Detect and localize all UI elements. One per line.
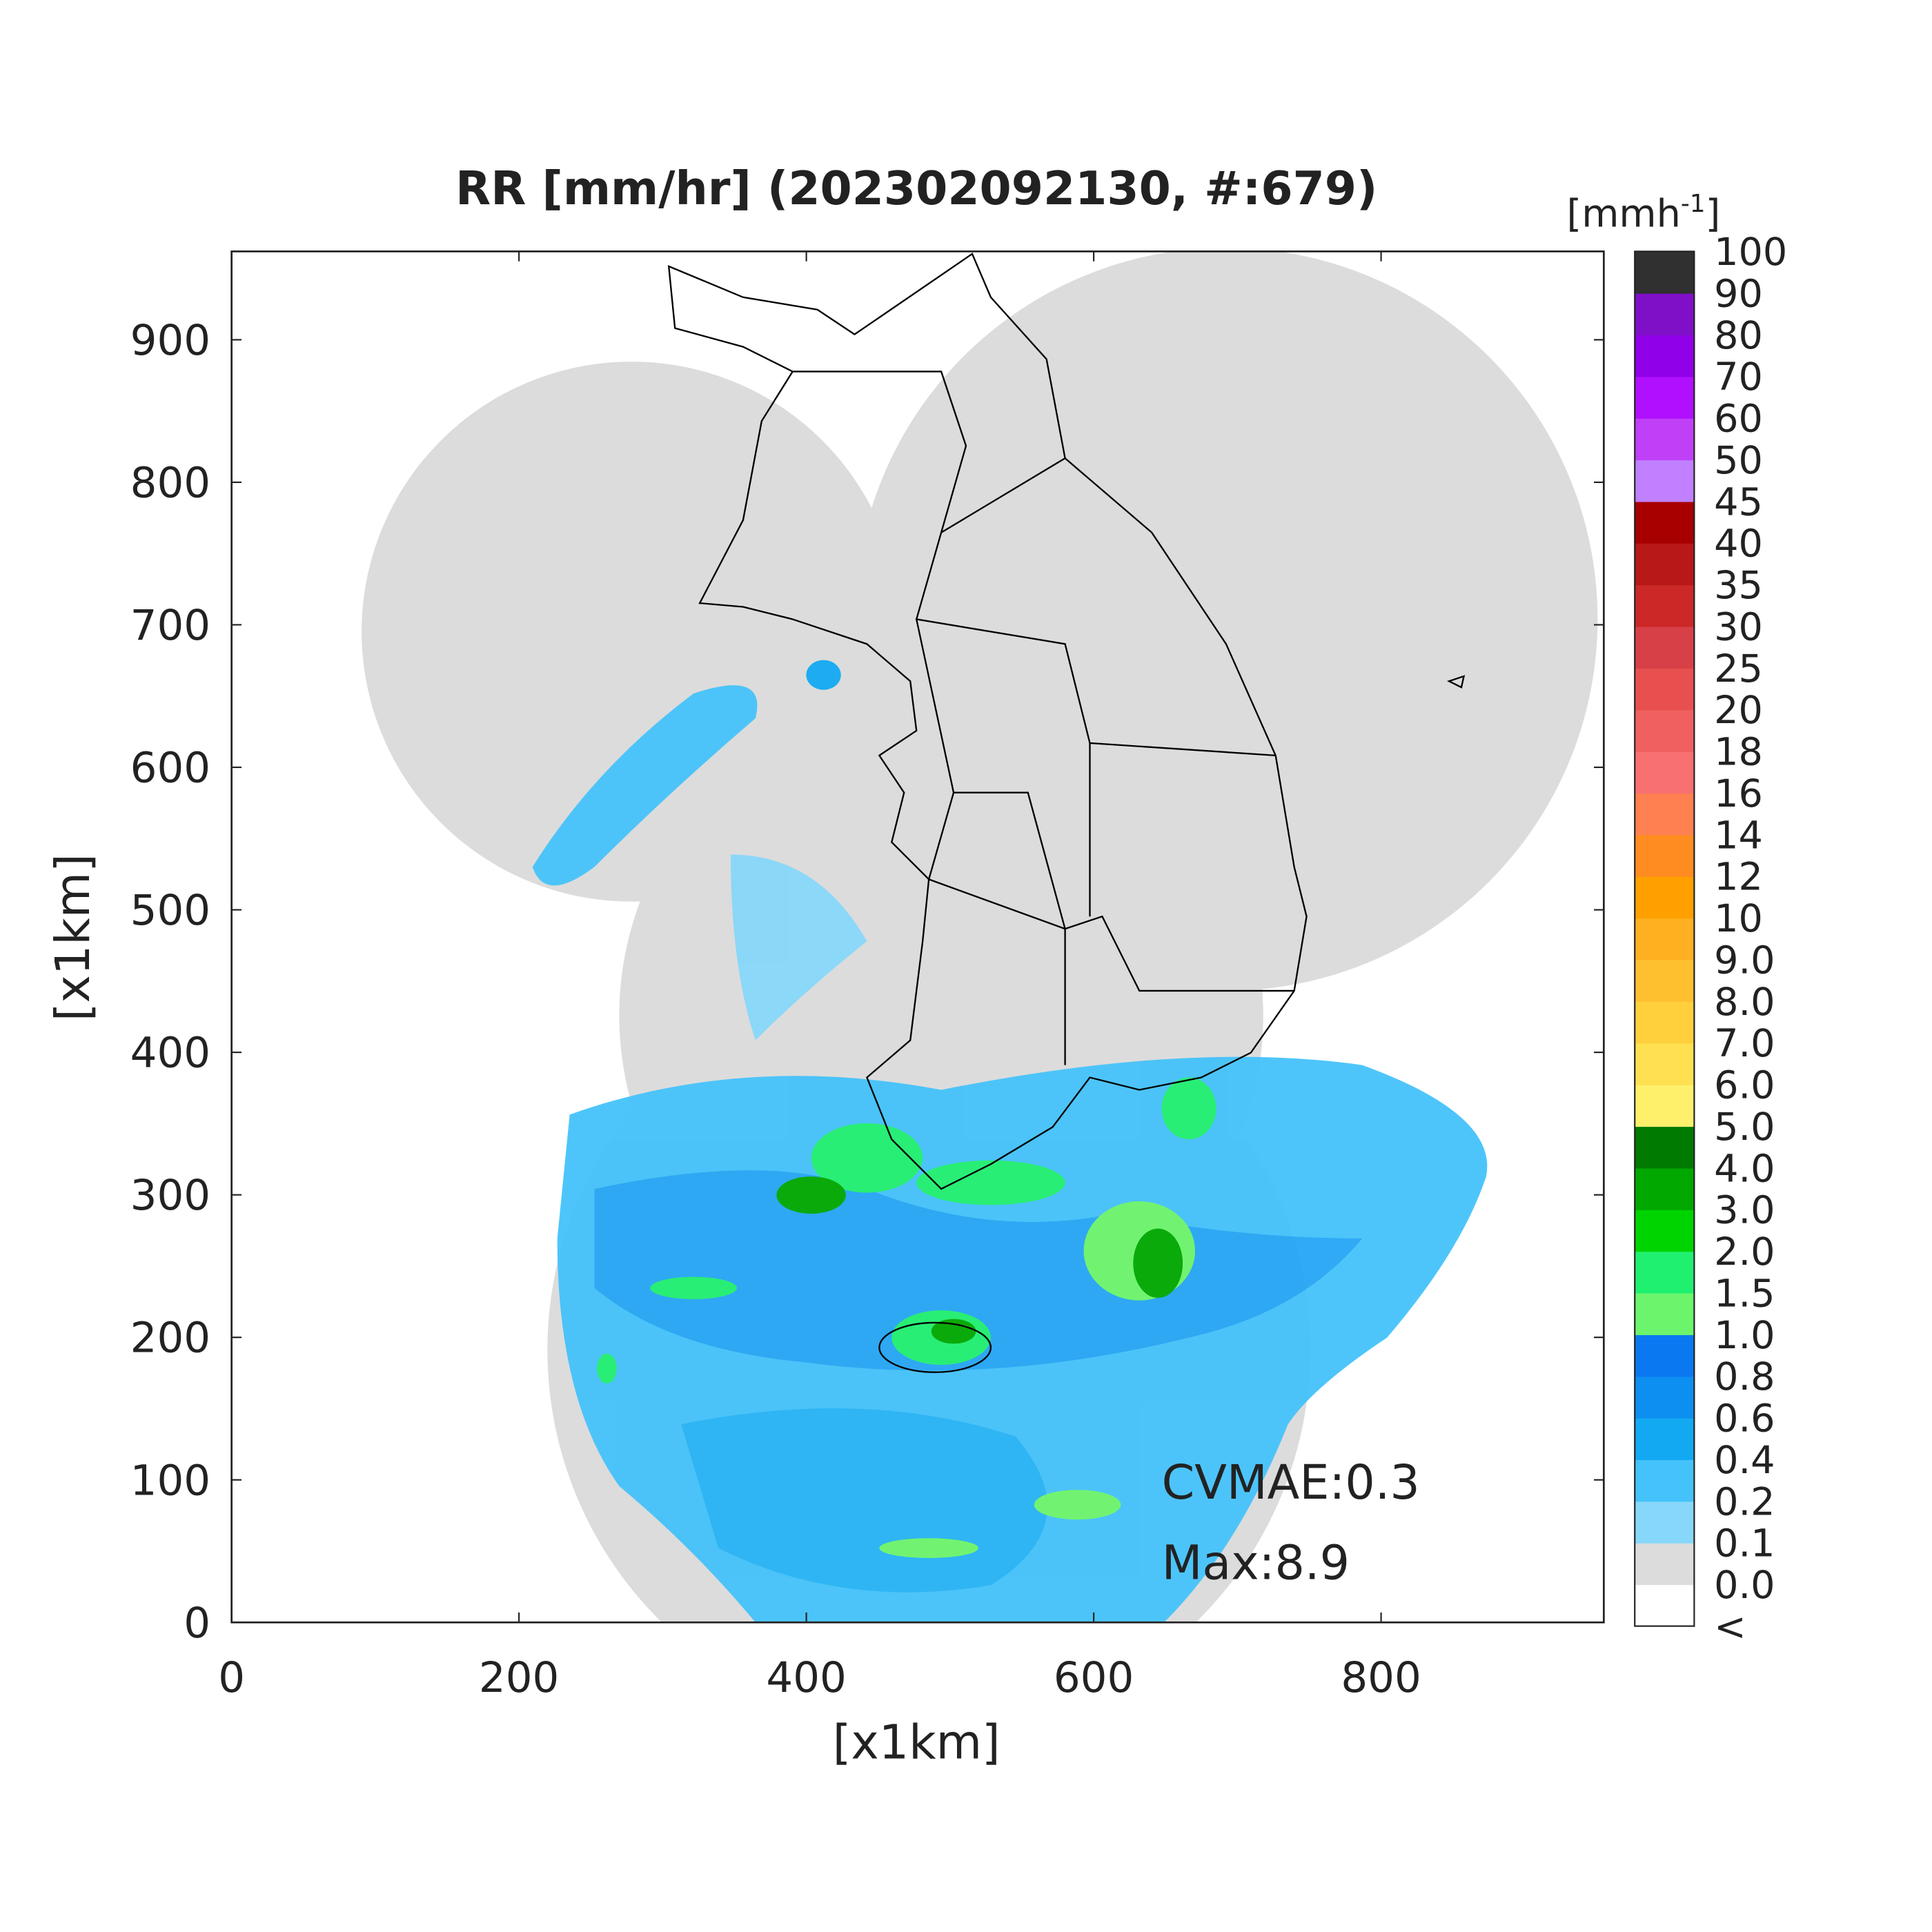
colorbar-segment [1635,1417,1695,1461]
colorbar-tick-label: 40 [1714,522,1763,566]
colorbar-segment [1635,1459,1695,1502]
annotation: Max:8.9 [1162,1536,1350,1590]
colorbar-segment [1635,1584,1695,1627]
colorbar-tick-label: 14 [1714,813,1763,858]
y-tick-label: 0 [184,1599,210,1648]
colorbar-tick-label: 45 [1714,480,1763,524]
colorbar-segment [1635,668,1695,711]
map-layer [362,251,1598,1623]
colorbar-tick-label: 35 [1714,563,1763,608]
colorbar-tick-label: 18 [1714,730,1763,775]
coastline [667,253,1466,1373]
colorbar-segment [1635,1292,1695,1335]
x-tick-label: 800 [1341,1653,1421,1702]
colorbar-segment [1635,584,1695,627]
colorbar-tick-label: 7.0 [1714,1021,1775,1066]
chart-title: RR [mm/hr] (202302092130, #:679) [455,161,1377,215]
colorbar-tick-label: 9.0 [1714,938,1775,983]
y-tick-label: 600 [130,744,210,793]
colorbar-tick-label: 12 [1714,855,1763,900]
colorbar-tick-label: 1.0 [1714,1313,1775,1358]
colorbar-segment [1635,1251,1695,1294]
colorbar-segment [1635,1001,1695,1044]
colorbar-tick-label: 0.6 [1714,1397,1775,1441]
colorbar-segment [1635,376,1695,419]
colorbar-tick-label: 8.0 [1714,980,1775,1025]
annotation: CVMAE:0.3 [1162,1456,1420,1510]
x-tick-label: 400 [766,1653,846,1702]
colorbar-segment [1635,751,1695,794]
colorbar-segment [1635,834,1695,877]
colorbar-segment [1635,542,1695,586]
colorbar-segment [1635,1376,1695,1419]
colorbar-tick-label: 4.0 [1714,1146,1775,1191]
colorbar-tick-label: 90 [1714,271,1763,316]
colorbar-tick-label: 50 [1714,438,1763,483]
precipitation [532,660,1488,1623]
x-tick-label: 600 [1054,1653,1134,1702]
y-tick-label: 800 [130,458,210,507]
colorbar-tick-label: 0.0 [1714,1563,1775,1608]
colorbar-tick-label: < [1714,1604,1746,1649]
colorbar-segment [1635,1334,1695,1377]
colorbar-segment [1635,1209,1695,1252]
y-tick-label: 500 [130,886,210,935]
colorbar-tick-label: 0.4 [1714,1438,1775,1483]
colorbar-tick-label: 5.0 [1714,1105,1775,1150]
x-tick-label: 0 [218,1653,245,1702]
colorbar-segment [1635,417,1695,461]
colorbar-segment [1635,1501,1695,1544]
colorbar-tick-label: 80 [1714,313,1763,358]
colorbar-segment [1635,1542,1695,1586]
x-tick-label: 200 [479,1653,559,1702]
colorbar-tick-label: 1.5 [1714,1271,1775,1316]
colorbar-tick-label: 30 [1714,604,1763,649]
colorbar-tick-label: 60 [1714,397,1763,442]
colorbar-segment [1635,626,1695,669]
y-tick-label: 900 [130,316,210,365]
colorbar-segment [1635,335,1695,377]
colorbar-tick-label: 0.1 [1714,1521,1775,1566]
colorbar-tick-label: 2.0 [1714,1230,1775,1274]
colorbar-segment [1635,1126,1695,1169]
colorbar-segment [1635,460,1695,502]
colorbar-frame [1634,250,1695,1627]
colorbar-segment [1635,1043,1695,1085]
colorbar-label-base: [mmh [1567,191,1681,236]
colorbar-tick-label: 100 [1714,230,1787,275]
y-axis-label: [x1km] [46,854,101,1021]
colorbar-tick-label: 0.2 [1714,1479,1775,1524]
x-axis-label: [x1km] [833,1716,1000,1771]
colorbar-tick-label: 6.0 [1714,1063,1775,1108]
colorbar-label-exponent: -1 [1681,190,1706,218]
y-tick-label: 700 [130,601,210,650]
colorbar-segment [1635,959,1695,1002]
y-tick-label: 400 [130,1029,210,1078]
colorbar-label: [mmh-1] [1567,190,1721,237]
colorbar-tick-label: 16 [1714,771,1763,816]
colorbar-segment [1635,918,1695,960]
colorbar-label-close: ] [1706,191,1721,236]
colorbar-tick-label: 0.8 [1714,1354,1775,1399]
colorbar-tick-label: 70 [1714,355,1763,400]
colorbar-segment [1635,251,1695,294]
colorbar-tick-label: 20 [1714,688,1763,733]
y-tick-label: 300 [130,1171,210,1220]
y-tick-label: 200 [130,1314,210,1363]
colorbar-segment [1635,501,1695,544]
plot-frame [230,250,1605,1624]
colorbar-segment [1635,876,1695,919]
colorbar-segment [1635,1084,1695,1127]
colorbar-tick-label: 10 [1714,896,1763,941]
colorbar-tick-label: 25 [1714,647,1763,691]
colorbar-segment [1635,1167,1695,1210]
y-tick-label: 100 [130,1456,210,1505]
colorbar-segment [1635,793,1695,836]
colorbar-segment [1635,709,1695,752]
colorbar-tick-label: 3.0 [1714,1188,1775,1233]
colorbar-segment [1635,293,1695,336]
